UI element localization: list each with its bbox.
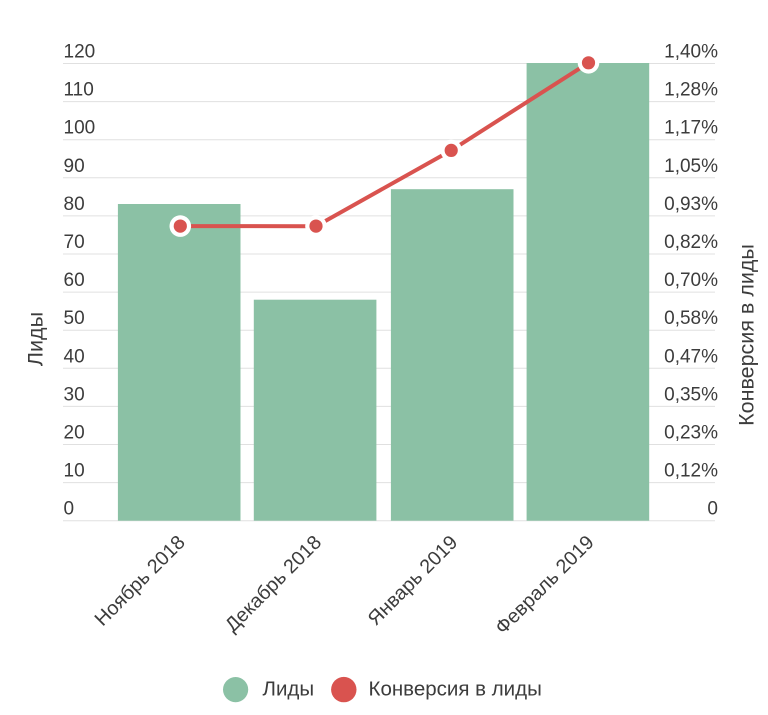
svg-text:40: 40 — [64, 346, 85, 367]
svg-text:0: 0 — [64, 499, 75, 520]
svg-text:Февраль 2019: Февраль 2019 — [491, 531, 598, 638]
svg-text:100: 100 — [64, 118, 96, 139]
svg-text:Январь 2019: Январь 2019 — [364, 531, 463, 630]
svg-text:0: 0 — [707, 499, 718, 520]
svg-text:0,47%: 0,47% — [664, 346, 718, 367]
svg-text:80: 80 — [64, 194, 85, 215]
svg-text:120: 120 — [64, 42, 96, 63]
svg-text:Декабрь 2018: Декабрь 2018 — [221, 531, 326, 636]
svg-text:90: 90 — [64, 156, 85, 177]
svg-text:Лиды: Лиды — [263, 677, 315, 700]
svg-text:Ноябрь 2018: Ноябрь 2018 — [91, 531, 190, 630]
svg-text:0,35%: 0,35% — [664, 384, 718, 405]
svg-text:1,05%: 1,05% — [664, 156, 718, 177]
svg-text:Лиды: Лиды — [24, 312, 48, 366]
svg-text:0,23%: 0,23% — [664, 423, 718, 444]
svg-text:110: 110 — [64, 80, 94, 101]
svg-text:10: 10 — [64, 461, 85, 482]
svg-text:30: 30 — [64, 384, 85, 405]
svg-text:70: 70 — [64, 232, 85, 253]
svg-text:0,82%: 0,82% — [664, 232, 718, 253]
svg-text:1,28%: 1,28% — [664, 80, 718, 101]
svg-text:Конверсия в лиды: Конверсия в лиды — [369, 677, 542, 700]
svg-text:0,58%: 0,58% — [664, 308, 718, 329]
svg-text:60: 60 — [64, 270, 85, 291]
svg-text:0,93%: 0,93% — [664, 194, 718, 215]
svg-text:0,70%: 0,70% — [664, 270, 718, 291]
svg-text:1,40%: 1,40% — [664, 42, 718, 63]
svg-text:20: 20 — [64, 423, 85, 444]
svg-text:50: 50 — [64, 308, 85, 329]
svg-text:Конверсия в лиды: Конверсия в лиды — [735, 244, 759, 426]
svg-text:0,12%: 0,12% — [664, 461, 718, 482]
svg-text:1,17%: 1,17% — [664, 118, 718, 139]
